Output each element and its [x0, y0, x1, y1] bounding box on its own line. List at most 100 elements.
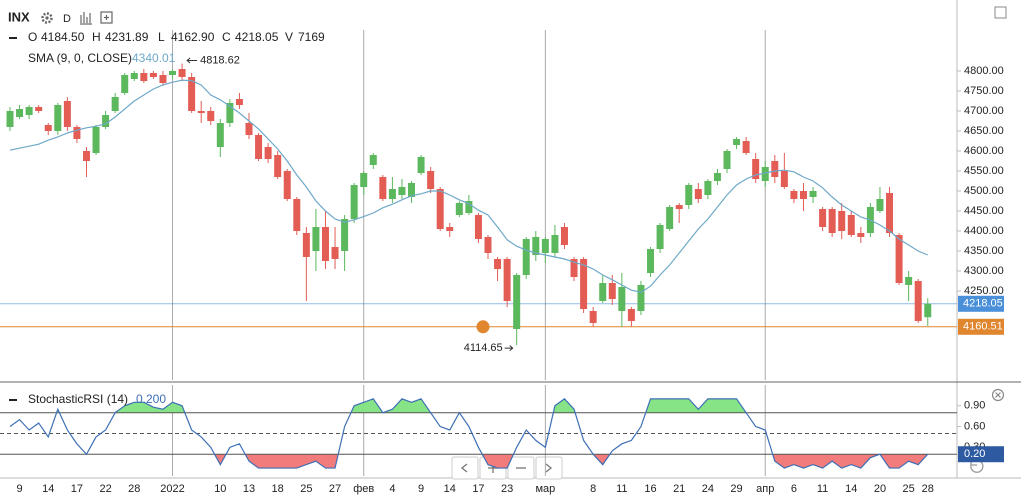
price-line-label: 4160.51 [963, 321, 1003, 333]
last-value-box [958, 446, 1004, 463]
candle-body [6, 111, 14, 127]
ohlc-value: 4218.05 [235, 30, 279, 44]
x-tick-label: 8 [590, 483, 596, 495]
candle-body [886, 193, 894, 233]
candle-body [819, 209, 827, 227]
candle-body [245, 123, 253, 135]
candle-body [388, 189, 396, 199]
price-line-marker[interactable] [476, 320, 490, 334]
candle-body [226, 103, 234, 123]
x-tick-label: апр [756, 483, 774, 495]
x-tick-label: 27 [329, 483, 341, 495]
x-tick-label: 6 [791, 483, 797, 495]
settings-icon[interactable] [41, 12, 53, 24]
compare-icon[interactable] [100, 11, 113, 24]
candle-body [465, 201, 473, 213]
indicator-value: 0.200 [136, 392, 166, 406]
interval[interactable]: D [63, 13, 71, 25]
candle-body [149, 73, 157, 77]
candle-body [589, 311, 597, 323]
candle-body [513, 275, 521, 329]
x-tick-label: 20 [874, 483, 886, 495]
x-tick-label: 23 [501, 483, 513, 495]
candle-body [121, 75, 129, 93]
candle-body [656, 225, 664, 249]
candle-body [532, 237, 540, 255]
x-tick-label: мар [535, 483, 555, 495]
y-tick-label: 0.90 [964, 400, 985, 412]
candle-body [847, 215, 855, 235]
y-tick-label: 4350.00 [964, 245, 1004, 257]
candle-body [857, 233, 865, 237]
min-arrow [504, 345, 514, 352]
stoch-rsi-line [9, 398, 929, 469]
candle-body [360, 173, 368, 187]
candle-body [455, 203, 463, 215]
candle-body [321, 227, 329, 261]
maximize-icon[interactable] [994, 6, 1007, 19]
candle-body [235, 99, 243, 105]
candle-body [647, 249, 655, 273]
scroll-left-button[interactable] [451, 456, 479, 480]
x-tick-label: 4 [389, 483, 395, 495]
x-tick-label: 14 [444, 483, 456, 495]
candles [6, 63, 932, 346]
candle-body [541, 239, 549, 253]
candle-body [255, 135, 263, 159]
x-tick-label: 17 [71, 483, 83, 495]
y-tick-label: 4250.00 [964, 285, 1004, 297]
price-line-box [958, 318, 1004, 335]
candle-body [63, 101, 71, 127]
candle-body [102, 115, 110, 127]
candle-body [685, 185, 693, 205]
candle-body [25, 107, 33, 115]
candle-body [264, 147, 272, 159]
y-tick-label: 4550.00 [964, 165, 1004, 177]
candle-body [914, 281, 922, 321]
candle-body [790, 191, 798, 199]
candle-body [398, 187, 406, 195]
candle-body [675, 205, 683, 209]
candle-body [436, 189, 444, 229]
candle-body [608, 283, 616, 299]
candle-body [341, 219, 349, 251]
last-price-label: 4218.05 [963, 298, 1003, 310]
candle-body [704, 181, 712, 195]
candle-body [905, 277, 913, 285]
candle-body [446, 227, 454, 231]
x-tick-label: 25 [903, 483, 915, 495]
close-pane-icon[interactable] [991, 388, 1005, 402]
x-tick-label: 17 [472, 483, 484, 495]
candle-body [570, 259, 578, 277]
candle-body [924, 303, 932, 318]
indicators-icon[interactable] [80, 12, 92, 25]
candle-body [771, 161, 779, 177]
sma-line [9, 79, 928, 293]
candle-body [111, 97, 119, 111]
ohlc-value: 4231.89 [105, 30, 149, 44]
candle-body [369, 155, 377, 165]
y-tick-label: 4650.00 [964, 125, 1004, 137]
candle-body [130, 73, 138, 79]
candle-body [799, 191, 807, 199]
candle-body [560, 227, 568, 245]
x-tick-label: 25 [300, 483, 312, 495]
scroll-right-button[interactable] [535, 456, 563, 480]
oversold-fill [10, 454, 928, 469]
ohlc-key: V [285, 30, 293, 44]
x-tick-label: 14 [42, 483, 54, 495]
indicator-name: StochasticRSI (14) [28, 392, 128, 406]
last-value-label: 0.20 [964, 448, 985, 460]
x-tick-label: фев [353, 483, 374, 495]
candle-body [169, 71, 177, 75]
candle-body [637, 285, 645, 311]
x-tick-label: 11 [817, 483, 828, 495]
x-tick-label: 24 [702, 483, 714, 495]
x-tick-label: 13 [243, 483, 255, 495]
ohlc-key: O [28, 30, 37, 44]
symbol[interactable]: INX [8, 9, 30, 24]
candle-body [761, 167, 769, 181]
candle-body [551, 235, 559, 253]
candle-body [522, 239, 530, 275]
